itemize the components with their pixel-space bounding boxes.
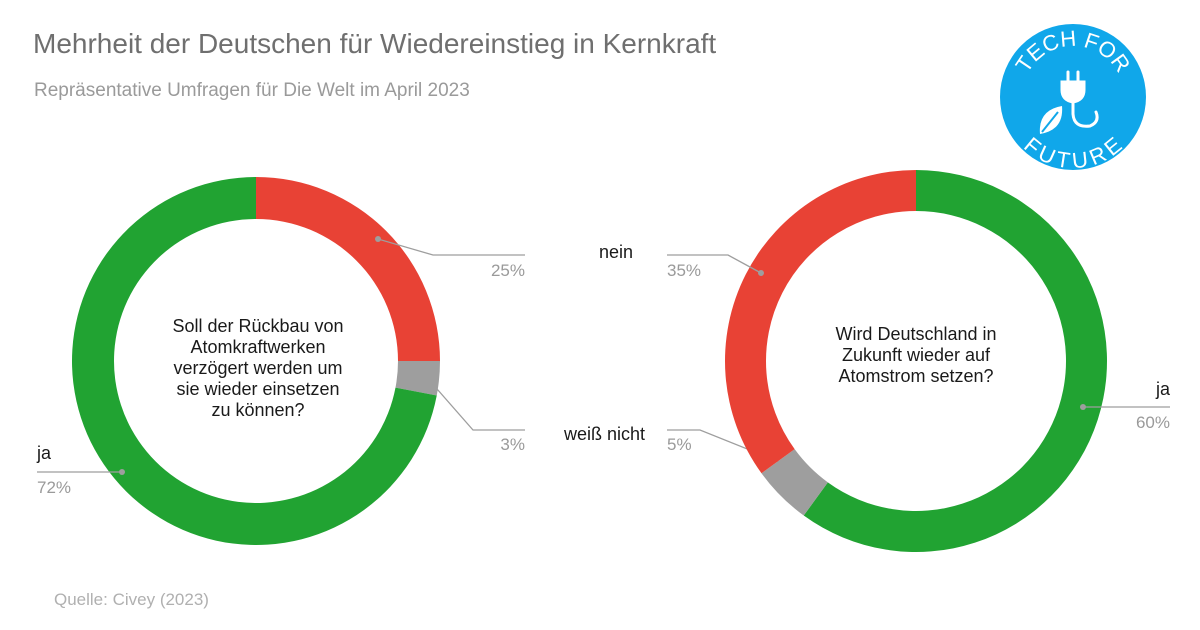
donut-2-value-ja: 60%: [1136, 413, 1170, 432]
donut-1-value-nein: 25%: [491, 261, 525, 280]
donut-1-question-line-3: verzögert werden um: [173, 358, 342, 378]
category-label-ja-1: ja: [36, 443, 52, 463]
donut-1-question-line-1: Soll der Rückbau von: [172, 316, 343, 336]
donut-2-value-nein: 35%: [667, 261, 701, 280]
donut-2-value-weiss_nicht: 5%: [667, 435, 692, 454]
plug-icon: [1060, 70, 1099, 128]
donut-1-slice-weiss_nicht: [395, 361, 441, 396]
category-label-ja-2: ja: [1155, 379, 1171, 399]
donut-1-leader-weiss_nicht: [429, 380, 525, 431]
chart-title: Mehrheit der Deutschen für Wiedereinstie…: [33, 28, 717, 59]
donut-2-question-line-2: Zukunft wieder auf: [842, 345, 991, 365]
donut-1-leader-dot-weiss_nicht: [427, 378, 433, 384]
donut-2-question-line-3: Atomstrom setzen?: [838, 366, 993, 386]
donut-1-question-line-4: sie wieder einsetzen: [176, 379, 339, 399]
donut-2-slice-weiss_nicht: [761, 449, 828, 516]
donut-1-leader-dot-nein: [375, 236, 381, 242]
category-label-nein-2: nein: [599, 242, 633, 262]
donut-2-leader-dot-nein: [758, 270, 764, 276]
donut-2-leader-dot-ja: [1080, 404, 1086, 410]
donut-1-value-weiss_nicht: 3%: [500, 435, 525, 454]
donut-1-question-line-2: Atomkraftwerken: [190, 337, 325, 357]
donut-1-leader-nein: [377, 238, 525, 256]
donut-1-leader-dot-ja: [119, 469, 125, 475]
donut-1-value-ja: 72%: [37, 478, 71, 497]
donut-2-slice-ja: [803, 170, 1108, 552]
chart-subtitle: Repräsentative Umfragen für Die Welt im …: [34, 80, 470, 101]
donut-2-leader-nein: [667, 254, 762, 274]
donut-2-leader-dot-weiss_nicht: [789, 464, 795, 470]
category-label-weiss_nicht-2: weiß nicht: [563, 424, 645, 444]
donut-1-question-line-5: zu können?: [211, 400, 304, 420]
donut-2-question-line-1: Wird Deutschland in: [835, 324, 996, 344]
source-note: Quelle: Civey (2023): [54, 590, 209, 609]
donut-1-slice-nein: [256, 177, 440, 361]
donut-2-slice-nein: [725, 170, 916, 474]
tech-for-future-logo: TECH FOR FUTURE: [1000, 24, 1146, 172]
